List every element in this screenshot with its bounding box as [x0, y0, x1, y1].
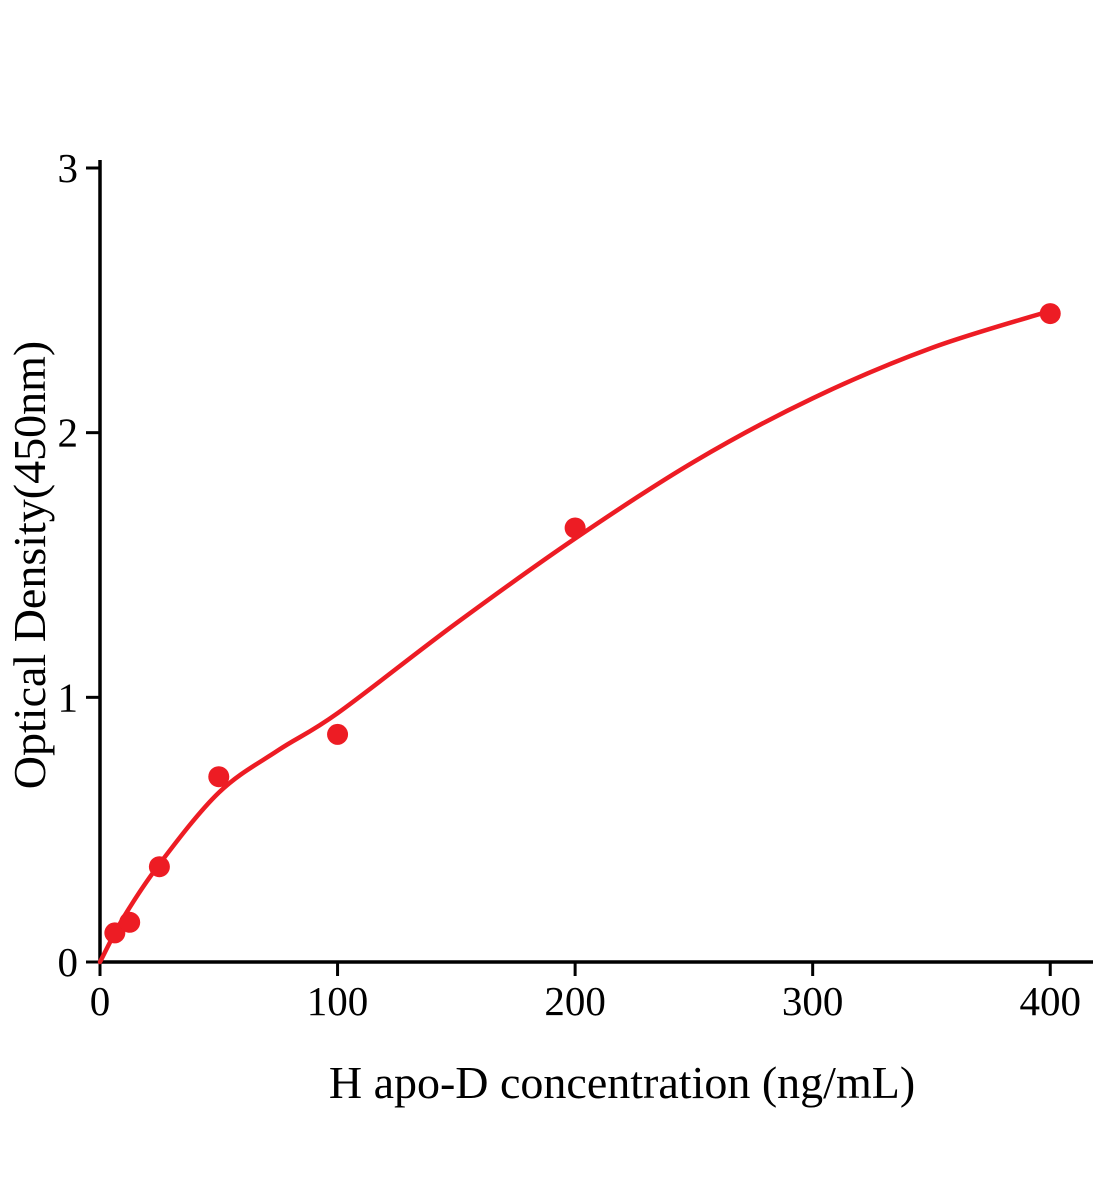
data-point: [119, 911, 141, 933]
fit-curve: [97, 308, 1053, 965]
x-tick-label: 200: [544, 978, 606, 1024]
y-tick-label: 3: [58, 145, 79, 191]
y-tick-label: 1: [58, 674, 79, 720]
x-tick-label: 0: [90, 978, 111, 1024]
data-point: [564, 517, 586, 539]
data-point: [104, 922, 126, 944]
data-point: [148, 856, 170, 878]
x-tick-label: 300: [782, 978, 844, 1024]
y-tick-label: 0: [58, 939, 79, 985]
plot-area: 0 100 200 300 400 0 1 2 3: [58, 145, 1093, 1024]
y-tick-label: 2: [58, 410, 79, 456]
x-tick-label: 400: [1019, 978, 1081, 1024]
x-axis-title: H apo-D concentration (ng/mL): [329, 1057, 915, 1108]
y-axis-title: Optical Density(450nm): [4, 341, 55, 789]
x-tick-label: 100: [307, 978, 369, 1024]
data-point: [208, 766, 230, 788]
data-point: [327, 723, 349, 745]
data-point: [1039, 303, 1061, 325]
